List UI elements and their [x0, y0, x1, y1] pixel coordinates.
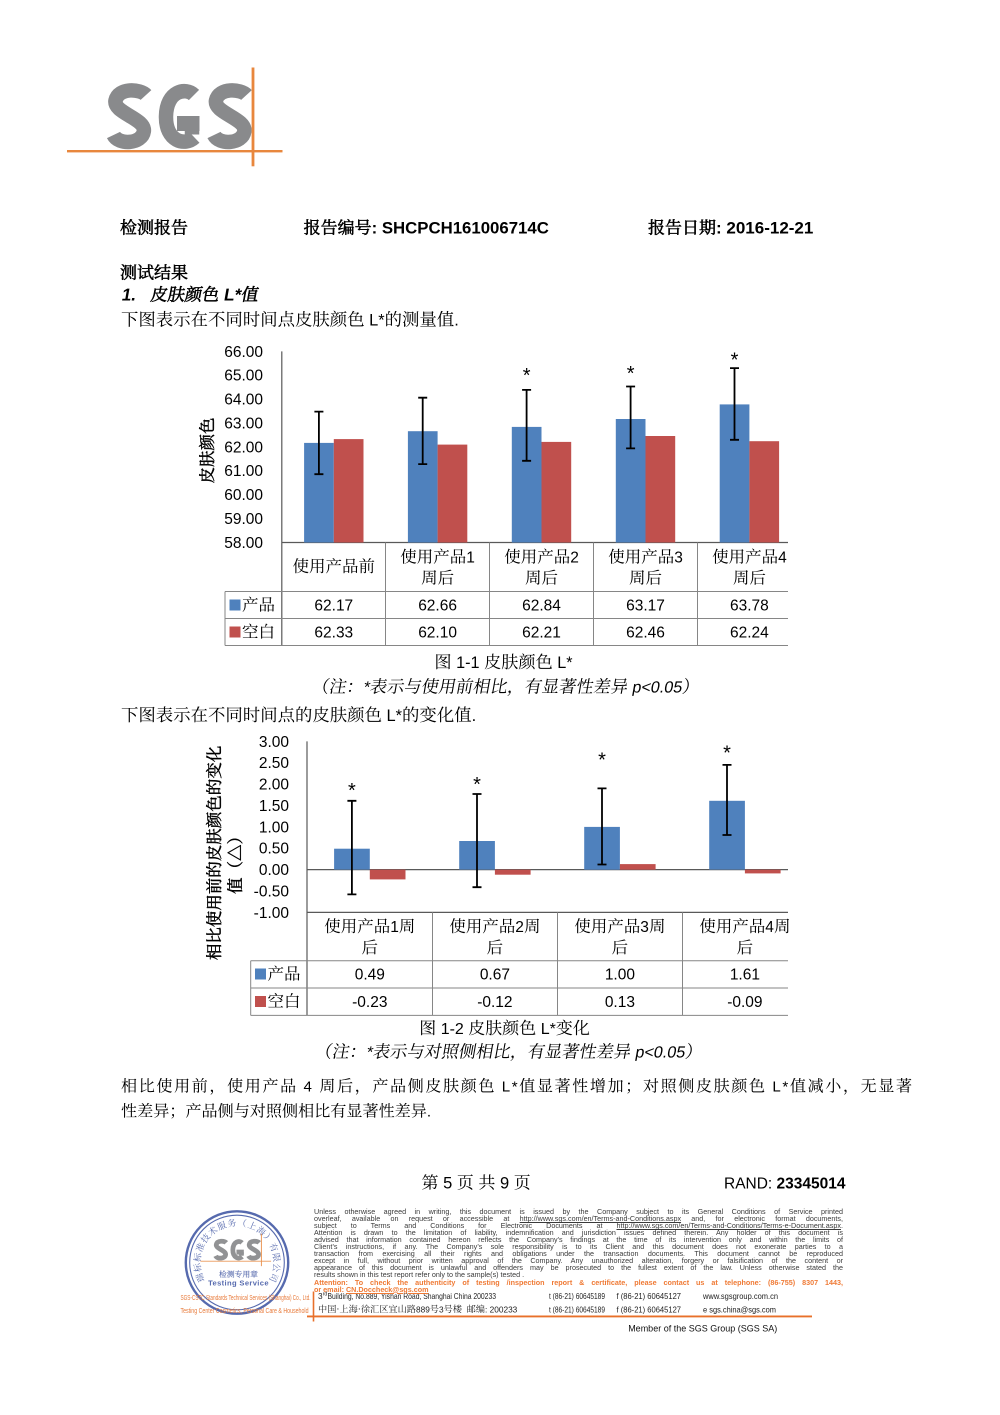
- svg-text:0.67: 0.67: [480, 967, 510, 984]
- svg-text:2: 2: [515, 919, 524, 936]
- svg-text:62.21: 62.21: [522, 625, 561, 642]
- svg-text:1: 1: [390, 919, 399, 936]
- svg-text:59.00: 59.00: [224, 511, 263, 528]
- svg-text:0.13: 0.13: [605, 994, 635, 1011]
- svg-text:1.00: 1.00: [259, 819, 290, 836]
- svg-text:*: *: [523, 365, 531, 387]
- svg-text:p<0.05: p<0.05: [634, 1044, 687, 1062]
- svg-text:889: 889: [416, 1304, 430, 1314]
- svg-text:2.50: 2.50: [259, 755, 290, 772]
- svg-text:L*: L*: [369, 312, 385, 330]
- svg-text:*: *: [362, 679, 372, 697]
- svg-text:p<0.05: p<0.05: [631, 679, 684, 697]
- svg-text:62.46: 62.46: [626, 625, 665, 642]
- svg-text:0.00: 0.00: [259, 862, 290, 879]
- svg-text:*: *: [365, 1044, 375, 1062]
- svg-text:L*: L*: [541, 1021, 556, 1038]
- svg-text:Building, No.889, Yishan Road,: Building, No.889, Yishan Road, Shanghai …: [328, 1291, 497, 1301]
- svg-text:1-2: 1-2: [441, 1021, 464, 1038]
- svg-text:4: 4: [304, 1079, 314, 1096]
- svg-text:f (86-21) 60645127: f (86-21) 60645127: [617, 1291, 682, 1301]
- svg-text:*: *: [348, 780, 356, 802]
- svg-text:5: 5: [443, 1175, 452, 1193]
- svg-text:23345014: 23345014: [777, 1176, 846, 1193]
- svg-text:0.49: 0.49: [355, 967, 385, 984]
- svg-text:3: 3: [318, 1291, 323, 1301]
- svg-text:3: 3: [439, 1304, 444, 1314]
- svg-text:L*: L*: [223, 285, 244, 305]
- svg-text:*: *: [473, 774, 481, 796]
- svg-text:2: 2: [570, 550, 579, 567]
- svg-text:: SHCPCH161006714C: : SHCPCH161006714C: [372, 219, 549, 238]
- svg-text:62.24: 62.24: [730, 625, 769, 642]
- svg-text:4: 4: [778, 550, 787, 567]
- svg-text:1.61: 1.61: [730, 967, 760, 984]
- svg-text:-0.50: -0.50: [254, 883, 290, 900]
- svg-text:L*: L*: [772, 1079, 789, 1096]
- svg-text:62.66: 62.66: [418, 598, 457, 615]
- svg-text:-0.09: -0.09: [727, 994, 762, 1011]
- svg-text:*: *: [731, 350, 739, 372]
- svg-text:L*: L*: [502, 1079, 519, 1096]
- svg-text:1-1: 1-1: [456, 654, 479, 672]
- svg-text:*: *: [627, 363, 635, 385]
- svg-text:62.84: 62.84: [522, 598, 561, 615]
- svg-text:62.17: 62.17: [314, 598, 353, 615]
- svg-text:62.00: 62.00: [224, 439, 263, 456]
- svg-text:f (86-21) 60645127: f (86-21) 60645127: [617, 1304, 682, 1314]
- svg-text:2.00: 2.00: [259, 777, 290, 794]
- svg-text:www.sgsgroup.com.cn: www.sgsgroup.com.cn: [702, 1291, 778, 1301]
- svg-text:.: .: [454, 312, 459, 330]
- svg-text:-1.00: -1.00: [254, 905, 290, 922]
- svg-text:t (86-21) 60645189: t (86-21) 60645189: [549, 1291, 605, 1301]
- svg-text:58.00: 58.00: [224, 535, 263, 552]
- svg-text:63.17: 63.17: [626, 598, 665, 615]
- svg-text:1.50: 1.50: [259, 798, 290, 815]
- svg-text:62.10: 62.10: [418, 625, 457, 642]
- svg-text:Member of the SGS Group (SGS S: Member of the SGS Group (SGS SA): [628, 1324, 777, 1334]
- svg-text:1.: 1.: [120, 285, 138, 305]
- svg-text:63.00: 63.00: [224, 416, 263, 433]
- svg-text:1.00: 1.00: [605, 967, 636, 984]
- svg-text:: 2016-12-21: : 2016-12-21: [716, 219, 813, 238]
- svg-text:: 200233: : 200233: [485, 1304, 518, 1314]
- svg-text:L*: L*: [557, 654, 573, 672]
- svg-text:-0.12: -0.12: [477, 994, 512, 1011]
- svg-text:e sgs.china@sgs.com: e sgs.china@sgs.com: [703, 1304, 776, 1314]
- svg-text:*: *: [598, 750, 606, 772]
- svg-text:3: 3: [674, 550, 683, 567]
- svg-text:64.00: 64.00: [224, 392, 263, 409]
- svg-text:*: *: [723, 742, 731, 764]
- svg-text:63.78: 63.78: [730, 598, 769, 615]
- svg-text:1: 1: [466, 550, 475, 567]
- svg-text:L*: L*: [387, 707, 403, 725]
- svg-text:SGS-CSTC Standards Technical S: SGS-CSTC Standards Technical Services (S…: [181, 1293, 311, 1302]
- svg-text:9: 9: [500, 1175, 509, 1193]
- svg-text:0.50: 0.50: [259, 841, 290, 858]
- svg-text:t (86-21) 60645189: t (86-21) 60645189: [549, 1304, 605, 1314]
- svg-text:Testing Service: Testing Service: [208, 1279, 269, 1288]
- svg-text:62.33: 62.33: [314, 625, 353, 642]
- svg-text:65.00: 65.00: [224, 368, 263, 385]
- svg-text:3.00: 3.00: [259, 734, 290, 751]
- svg-text:4: 4: [765, 919, 774, 936]
- svg-text:61.00: 61.00: [224, 463, 263, 480]
- svg-text:3: 3: [640, 919, 649, 936]
- svg-text:-0.23: -0.23: [352, 994, 387, 1011]
- svg-text:.: .: [427, 1104, 431, 1121]
- svg-text:Testing Center Cosmetics, Pers: Testing Center Cosmetics, Personal Care …: [181, 1306, 309, 1315]
- svg-text:66.00: 66.00: [224, 344, 263, 361]
- svg-text:RAND:: RAND:: [724, 1176, 772, 1193]
- svg-text:.: .: [472, 707, 477, 725]
- svg-text:60.00: 60.00: [224, 487, 263, 504]
- svg-text:rd: rd: [323, 1292, 328, 1298]
